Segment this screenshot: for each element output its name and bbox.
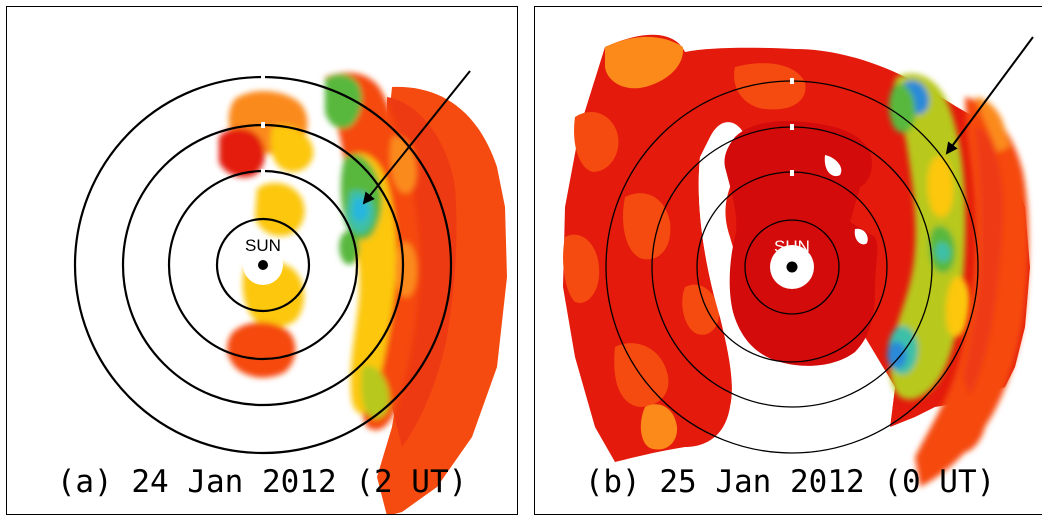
panel-a-map: SUN [73,70,507,514]
feature-arrow [362,70,471,205]
inner-dense-region [724,120,878,366]
data-gap [698,122,895,457]
panel-b-caption: (b) 25 Jan 2012 (0 UT) [584,464,996,500]
circle-tick-gaps [261,75,265,175]
sun-marker [258,260,268,270]
panel-b-map: SUN [563,34,1034,487]
panel-b: SUN (b) 25 Jan 2012 (0 UT) [534,6,1042,515]
sun-label: SUN [245,236,281,255]
panel-a: SUN (a) 24 Jan 2012 (2 UT) [6,6,518,515]
circle-tick-gaps [790,78,794,176]
feature-arrow [945,36,1034,155]
solar-wind-band-mid [887,73,971,400]
solar-wind-blobs-left [219,91,314,378]
sun-label: SUN [774,237,810,256]
sun-marker [786,261,798,273]
solar-wind-band-right [915,97,1029,487]
panel-a-caption: (a) 24 Jan 2012 (2 UT) [56,464,468,500]
